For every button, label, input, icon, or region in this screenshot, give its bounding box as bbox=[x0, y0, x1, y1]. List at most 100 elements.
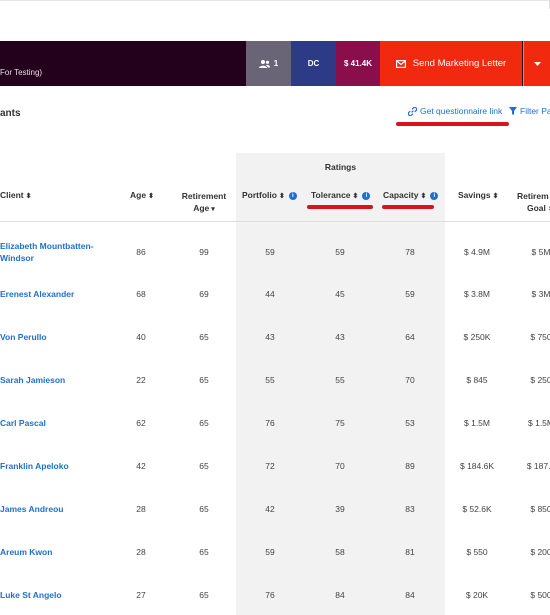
cell-portfolio: 76 bbox=[265, 418, 275, 428]
header-client-label: Client bbox=[0, 190, 24, 200]
cell-savings: $ 1.5M bbox=[464, 418, 490, 428]
client-name-link[interactable]: Carl Pascal bbox=[0, 417, 46, 429]
client-name-link[interactable]: Franklin Apeloko bbox=[0, 460, 69, 472]
info-icon[interactable]: i bbox=[362, 191, 371, 200]
header-client[interactable]: Client ⬍ bbox=[0, 190, 32, 200]
cell-tolerance: 43 bbox=[335, 332, 345, 342]
cell-portfolio: 72 bbox=[265, 461, 275, 471]
cell-age: 40 bbox=[136, 332, 146, 342]
sort-icon: ⬍ bbox=[492, 193, 499, 200]
header-retirement-age-line2: Age bbox=[193, 203, 210, 213]
amount-label: $ 41.4K bbox=[343, 59, 373, 68]
cell-ret-age: 99 bbox=[199, 247, 209, 257]
send-marketing-letter-button[interactable]: Send Marketing Letter bbox=[380, 41, 522, 86]
cell-capacity: 70 bbox=[405, 375, 415, 385]
send-marketing-letter-label: Send Marketing Letter bbox=[412, 58, 507, 69]
header-capacity-label: Capacity bbox=[383, 190, 419, 200]
header-retirement-age-line1: Retirement bbox=[181, 191, 227, 201]
amount-badge[interactable]: $ 41.4K bbox=[336, 41, 380, 86]
client-name-link[interactable]: Areum Kwon bbox=[0, 546, 52, 558]
annotation-underline-capacity bbox=[382, 205, 434, 209]
cell-savings: $ 550 bbox=[466, 547, 488, 557]
users-count: 1 bbox=[273, 59, 279, 68]
header-portfolio-label: Portfolio bbox=[242, 190, 277, 200]
header-tolerance-label: Tolerance bbox=[311, 190, 351, 200]
filter-button[interactable]: Filter Pa bbox=[509, 106, 550, 116]
cell-age: 28 bbox=[136, 504, 146, 514]
cell-capacity: 64 bbox=[405, 332, 415, 342]
cell-tolerance: 55 bbox=[335, 375, 345, 385]
get-questionnaire-label: Get questionnaire link bbox=[420, 106, 503, 116]
header-divider bbox=[0, 221, 550, 222]
client-name-line: Franklin Apeloko bbox=[0, 461, 69, 471]
get-questionnaire-link[interactable]: Get questionnaire link bbox=[408, 106, 502, 116]
users-icon bbox=[258, 59, 270, 68]
cell-capacity: 59 bbox=[405, 289, 415, 299]
ratings-group-header: Ratings bbox=[324, 162, 357, 172]
cell-tolerance: 45 bbox=[335, 289, 345, 299]
client-name-link[interactable]: James Andreou bbox=[0, 503, 63, 515]
cell-age: 62 bbox=[136, 418, 146, 428]
cell-portfolio: 59 bbox=[265, 547, 275, 557]
cell-savings: $ 845 bbox=[466, 375, 488, 385]
client-name-link[interactable]: Von Perullo bbox=[0, 331, 47, 343]
header-savings[interactable]: Savings ⬍ bbox=[458, 190, 498, 200]
dc-badge[interactable]: DC bbox=[291, 41, 336, 86]
client-name-link[interactable]: Elizabeth Mountbatten- Windsor bbox=[0, 240, 94, 264]
ratings-column-group bbox=[236, 153, 445, 615]
banner-title: For Testing) bbox=[0, 68, 43, 77]
cell-ret-age: 65 bbox=[199, 461, 209, 471]
client-name-link[interactable]: Luke St Angelo bbox=[0, 589, 62, 601]
client-name-line: Carl Pascal bbox=[0, 418, 46, 428]
cell-portfolio: 42 bbox=[265, 504, 275, 514]
info-icon[interactable]: i bbox=[288, 191, 297, 200]
cell-goal: $ 1.5M bbox=[528, 418, 550, 428]
users-count-button[interactable]: 1 bbox=[246, 41, 291, 86]
sort-desc-icon: ▾ bbox=[211, 206, 215, 213]
header-capacity[interactable]: Capacity ⬍ i bbox=[383, 190, 439, 200]
cell-portfolio: 44 bbox=[265, 289, 275, 299]
client-name-line: Von Perullo bbox=[0, 332, 47, 342]
cell-savings: $ 52.6K bbox=[462, 504, 492, 514]
filter-icon bbox=[509, 107, 517, 115]
cell-goal: $ 5M bbox=[531, 247, 550, 257]
cell-age: 28 bbox=[136, 547, 146, 557]
header-portfolio[interactable]: Portfolio ⬍ i bbox=[242, 190, 297, 200]
cell-goal: $ 850 bbox=[530, 504, 550, 514]
client-banner: For Testing) 1 DC $ 41.4K Send Marketing… bbox=[0, 41, 550, 86]
header-age-label: Age bbox=[130, 190, 147, 200]
send-options-dropdown[interactable] bbox=[523, 41, 550, 86]
sort-icon: ⬍ bbox=[548, 206, 550, 213]
client-name-link[interactable]: Sarah Jamieson bbox=[0, 374, 65, 386]
cell-savings: $ 3.8M bbox=[464, 289, 490, 299]
header-retirement-age[interactable]: Retirement Age ▾ bbox=[172, 190, 236, 216]
cell-capacity: 84 bbox=[405, 590, 415, 600]
cell-portfolio: 76 bbox=[265, 590, 275, 600]
cell-tolerance: 59 bbox=[335, 247, 345, 257]
client-name-link[interactable]: Erenest Alexander bbox=[0, 288, 74, 300]
header-retirement-goal-line1: Retirem bbox=[517, 191, 549, 201]
cell-ret-age: 65 bbox=[199, 504, 209, 514]
section-title: ants bbox=[0, 108, 21, 119]
cell-ret-age: 65 bbox=[199, 590, 209, 600]
dc-label: DC bbox=[307, 59, 320, 68]
cell-age: 86 bbox=[136, 247, 146, 257]
header-retirement-goal[interactable]: Retirem Goal⬍ bbox=[517, 190, 550, 216]
cell-ret-age: 65 bbox=[199, 418, 209, 428]
header-age[interactable]: Age ⬍ bbox=[122, 190, 162, 200]
client-name-line: Elizabeth Mountbatten- bbox=[0, 241, 94, 251]
client-name-line: Windsor bbox=[0, 253, 34, 263]
header-tolerance[interactable]: Tolerance ⬍ i bbox=[311, 190, 371, 200]
header-retirement-goal-line2: Goal bbox=[527, 203, 546, 213]
sort-icon: ⬍ bbox=[278, 193, 285, 200]
cell-portfolio: 59 bbox=[265, 247, 275, 257]
cell-capacity: 81 bbox=[405, 547, 415, 557]
cell-tolerance: 39 bbox=[335, 504, 345, 514]
client-name-line: Erenest Alexander bbox=[0, 289, 75, 299]
cell-ret-age: 65 bbox=[199, 332, 209, 342]
cell-goal: $ 750 bbox=[530, 332, 550, 342]
link-icon bbox=[408, 106, 417, 116]
info-icon[interactable]: i bbox=[430, 191, 439, 200]
cell-goal: $ 250 bbox=[530, 375, 550, 385]
client-name-line: Luke St Angelo bbox=[0, 590, 62, 600]
